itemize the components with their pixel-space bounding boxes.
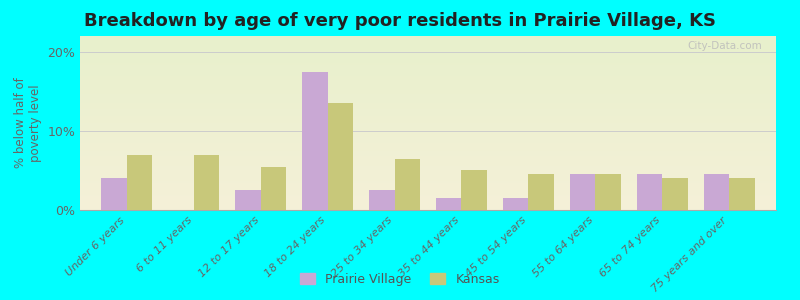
Legend: Prairie Village, Kansas: Prairie Village, Kansas: [295, 268, 505, 291]
Bar: [595, 174, 621, 210]
Bar: [127, 154, 152, 210]
Bar: [102, 178, 127, 210]
Bar: [729, 178, 754, 210]
Bar: [261, 167, 286, 210]
Bar: [528, 174, 554, 210]
Bar: [328, 103, 353, 210]
Bar: [235, 190, 261, 210]
Bar: [194, 154, 219, 210]
Bar: [637, 174, 662, 210]
Bar: [302, 72, 328, 210]
Bar: [436, 198, 462, 210]
Bar: [662, 178, 688, 210]
Y-axis label: % below half of
poverty level: % below half of poverty level: [14, 78, 42, 168]
Bar: [570, 174, 595, 210]
Bar: [704, 174, 729, 210]
Bar: [369, 190, 394, 210]
Bar: [503, 198, 528, 210]
Bar: [462, 170, 487, 210]
Text: Breakdown by age of very poor residents in Prairie Village, KS: Breakdown by age of very poor residents …: [84, 12, 716, 30]
Bar: [394, 159, 420, 210]
Text: City-Data.com: City-Data.com: [687, 41, 762, 51]
